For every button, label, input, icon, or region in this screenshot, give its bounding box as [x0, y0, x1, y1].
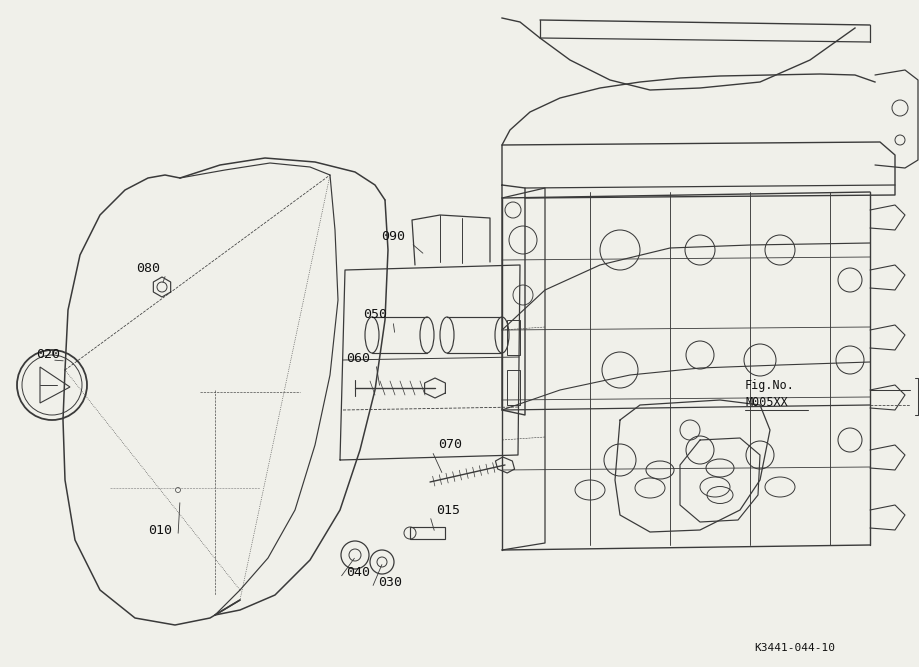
Bar: [507, 320, 520, 355]
Text: 050: 050: [363, 309, 387, 321]
Text: M005XX: M005XX: [745, 396, 788, 408]
Bar: [507, 370, 520, 405]
Bar: [410, 527, 445, 539]
Text: 080: 080: [136, 261, 160, 275]
Text: 040: 040: [346, 566, 370, 578]
Text: 020: 020: [36, 348, 60, 362]
Text: Fig.No.: Fig.No.: [745, 378, 795, 392]
Text: 060: 060: [346, 352, 370, 364]
Text: 090: 090: [381, 231, 405, 243]
Text: 030: 030: [378, 576, 402, 588]
Text: 010: 010: [148, 524, 172, 536]
Text: 070: 070: [438, 438, 462, 452]
Text: K3441-044-10: K3441-044-10: [754, 643, 835, 653]
Text: 015: 015: [436, 504, 460, 516]
